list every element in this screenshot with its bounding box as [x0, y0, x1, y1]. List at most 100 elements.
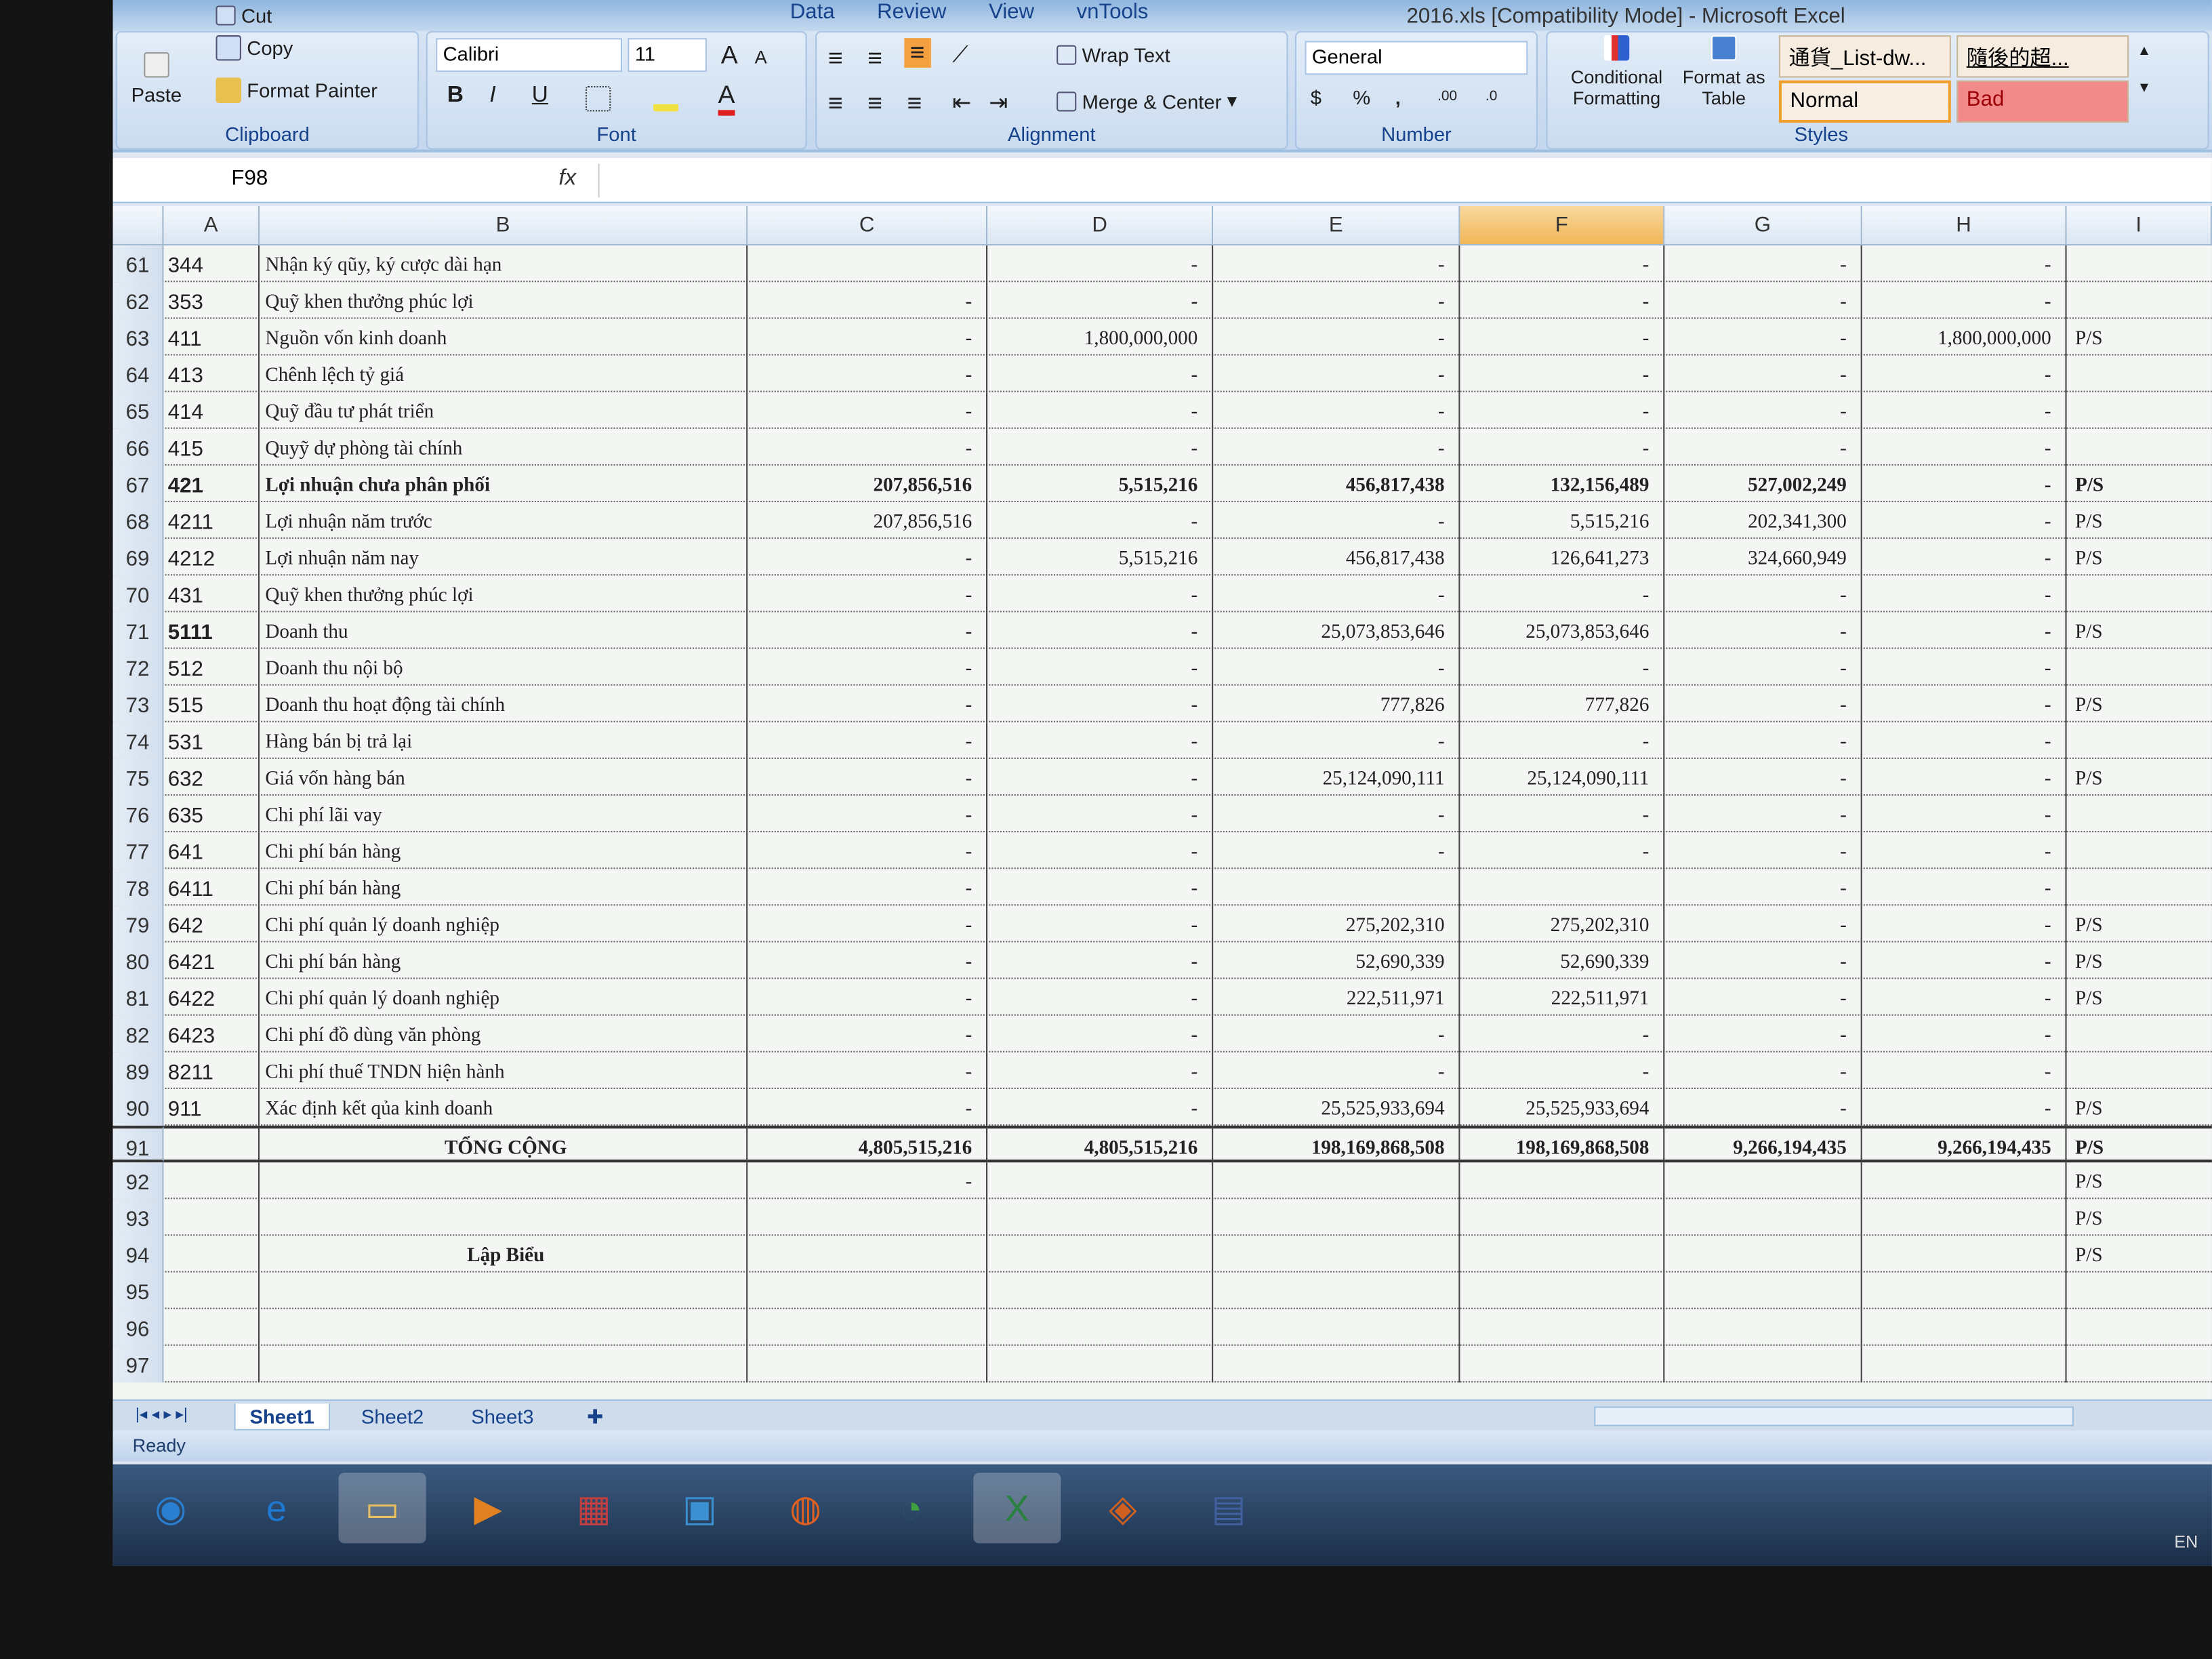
cell-e[interactable] [1213, 1235, 1460, 1273]
cell-d[interactable]: - [987, 869, 1214, 906]
cell-e[interactable]: - [1213, 355, 1460, 392]
cell-f[interactable] [1460, 1309, 1665, 1346]
cell-d[interactable]: - [987, 905, 1214, 943]
cell-d[interactable]: - [987, 245, 1214, 283]
column-header-g[interactable]: G [1664, 205, 1862, 246]
align-left-button[interactable]: ≡ [827, 89, 843, 117]
cell-h[interactable]: - [1862, 355, 2067, 392]
cell-a[interactable]: 6423 [163, 1015, 260, 1052]
row-header[interactable]: 97 [112, 1345, 164, 1382]
cell-e[interactable]: - [1213, 319, 1460, 356]
column-header-a[interactable]: A [163, 205, 260, 246]
cell-d[interactable] [987, 1199, 1214, 1236]
row-header[interactable]: 62 [112, 282, 164, 319]
cell-c[interactable]: - [747, 649, 988, 686]
cell-a[interactable]: 414 [163, 392, 260, 429]
cell-e[interactable] [1213, 1272, 1460, 1309]
cell-i[interactable]: P/S [2075, 952, 2103, 974]
cell-f[interactable]: - [1460, 722, 1665, 759]
font-color-button[interactable]: A [718, 81, 735, 116]
copy-button[interactable]: Copy [216, 35, 293, 61]
cell-i[interactable] [2067, 575, 2212, 612]
cell-e[interactable]: 777,826 [1213, 685, 1460, 722]
cell-h[interactable]: - [1862, 428, 2067, 466]
cell-g[interactable]: - [1664, 1088, 1862, 1126]
italic-button[interactable]: I [489, 83, 496, 108]
row-header[interactable]: 82 [112, 1015, 164, 1052]
row-header[interactable]: 61 [112, 245, 164, 283]
row-header[interactable]: 76 [112, 796, 164, 833]
style-normal[interactable]: Normal [1778, 80, 1951, 123]
cell-i[interactable]: P/S [2075, 1099, 2103, 1120]
cell-h[interactable]: - [1862, 758, 2067, 796]
row-header[interactable]: 93 [112, 1199, 164, 1236]
row-header[interactable]: 71 [112, 612, 164, 649]
cell-f[interactable]: - [1460, 282, 1665, 319]
cell-b[interactable]: Xác định kết qủa kinh doanh [260, 1088, 748, 1126]
cell-c[interactable]: - [747, 1162, 988, 1200]
cell-a[interactable] [163, 1126, 260, 1163]
language-indicator[interactable]: EN [2174, 1532, 2198, 1552]
cell-c[interactable] [747, 1272, 988, 1309]
number-format-select[interactable]: General [1305, 41, 1528, 75]
cell-c[interactable]: - [747, 612, 988, 649]
cell-d[interactable] [987, 1162, 1214, 1200]
name-box[interactable]: F98 [112, 163, 424, 198]
cell-h[interactable] [1862, 1345, 2067, 1382]
cell-d[interactable]: - [987, 758, 1214, 796]
cell-i[interactable]: P/S [2075, 548, 2103, 570]
cell-e[interactable]: 222,511,971 [1213, 979, 1460, 1016]
cell-i[interactable] [2067, 392, 2212, 429]
cell-i[interactable]: P/S [2075, 769, 2103, 790]
fill-color-button[interactable] [653, 86, 679, 112]
cell-g[interactable]: - [1664, 942, 1862, 979]
cell-b[interactable]: Chi phí bán hàng [260, 869, 748, 906]
cell-b[interactable]: Quỹ đầu tư phát triển [260, 392, 748, 429]
row-header[interactable]: 91 [112, 1126, 164, 1163]
cell-i[interactable] [2067, 429, 2212, 466]
cell-a[interactable]: 6411 [163, 869, 260, 906]
cell-h[interactable]: - [1862, 1052, 2067, 1089]
cell-g[interactable]: 324,660,949 [1664, 539, 1862, 576]
decrease-indent-button[interactable]: ⇤ [952, 91, 971, 116]
cell-i[interactable]: P/S [2075, 329, 2103, 350]
row-header[interactable]: 73 [112, 685, 164, 722]
comma-button[interactable]: , [1395, 85, 1401, 109]
cell-e[interactable]: - [1213, 832, 1460, 869]
cell-g[interactable]: - [1664, 979, 1862, 1016]
cell-i[interactable]: P/S [2075, 1172, 2103, 1194]
row-header[interactable]: 63 [112, 319, 164, 356]
cell-h[interactable]: - [1862, 502, 2067, 539]
cell-b[interactable]: Doanh thu hoạt động tài chính [260, 685, 748, 722]
cell-a[interactable] [163, 1199, 260, 1236]
cell-a[interactable]: 353 [163, 282, 260, 319]
column-header-h[interactable]: H [1862, 205, 2067, 246]
cell-g[interactable]: - [1664, 685, 1862, 722]
cell-b[interactable]: Nguồn vốn kinh doanh [260, 319, 748, 356]
cell-g[interactable]: - [1664, 1015, 1862, 1052]
cell-b[interactable]: Lợi nhuận năm trước [260, 502, 748, 539]
cell-a[interactable]: 642 [163, 905, 260, 943]
cell-h[interactable]: - [1862, 392, 2067, 429]
increase-decimal-button[interactable]: .00 [1437, 89, 1458, 105]
row-header[interactable]: 96 [112, 1309, 164, 1346]
cell-a[interactable]: 632 [163, 758, 260, 796]
cell-a[interactable]: 911 [163, 1088, 260, 1126]
cell-g[interactable] [1664, 1235, 1862, 1273]
cell-b[interactable] [260, 1162, 748, 1200]
app-icon[interactable]: ▦ [576, 1486, 611, 1529]
cell-b[interactable]: Chi phí bán hàng [260, 832, 748, 869]
cell-a[interactable]: 8211 [163, 1052, 260, 1089]
cell-a[interactable]: 512 [163, 649, 260, 686]
cell-b[interactable]: Nhận ký qũy, ký cược dài hạn [260, 245, 748, 283]
align-right-button[interactable]: ≡ [907, 89, 922, 117]
cell-a[interactable]: 413 [163, 355, 260, 392]
decrease-decimal-button[interactable]: .0 [1485, 89, 1498, 105]
cell-f[interactable]: 198,169,868,508 [1460, 1126, 1665, 1163]
align-top-button[interactable]: ≡ [827, 43, 843, 73]
cell-i[interactable] [2067, 869, 2212, 905]
cell-a[interactable]: 6421 [163, 942, 260, 979]
cell-d[interactable]: 1,800,000,000 [987, 319, 1214, 356]
cell-g[interactable]: - [1664, 796, 1862, 833]
cell-c[interactable]: - [747, 428, 988, 466]
